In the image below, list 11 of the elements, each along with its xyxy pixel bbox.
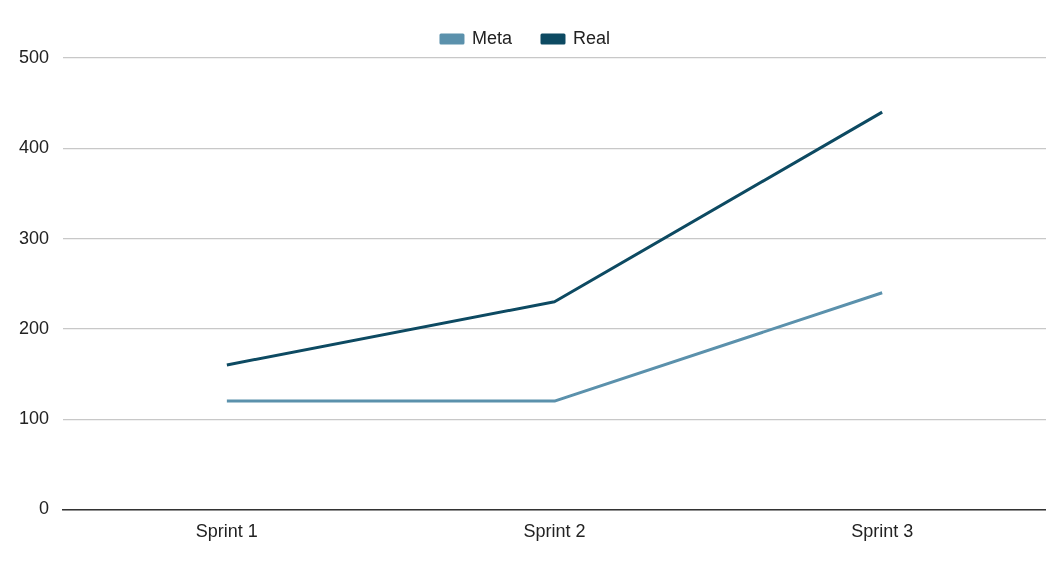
y-tick-label: 400 <box>18 137 50 158</box>
y-tick-label: 300 <box>18 227 50 248</box>
legend-label: Real <box>573 27 611 48</box>
x-tick-label: Sprint 1 <box>195 521 258 542</box>
legend-label: Meta <box>471 27 513 48</box>
y-tick-label: 200 <box>18 317 50 338</box>
y-tick-label: 100 <box>18 408 50 429</box>
y-tick-label: 500 <box>18 46 50 67</box>
y-tick-label: 0 <box>39 498 50 519</box>
x-tick-label: Sprint 3 <box>851 521 914 542</box>
x-tick-label: Sprint 2 <box>523 521 586 542</box>
